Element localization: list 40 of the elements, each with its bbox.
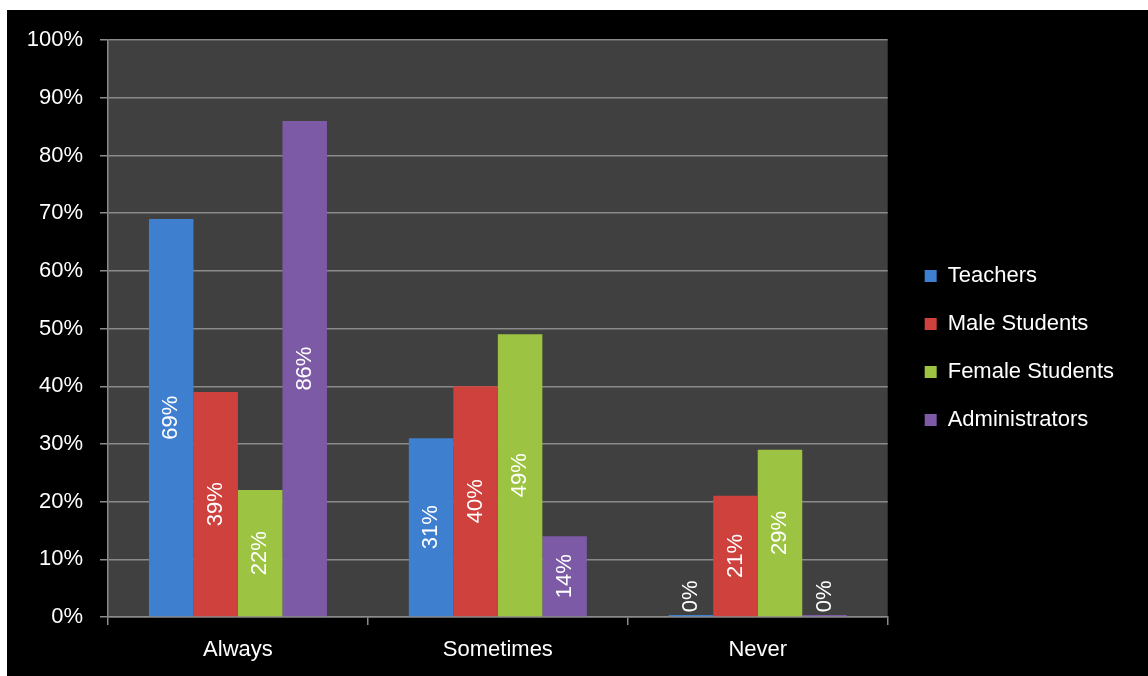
y-tick-label: 70% bbox=[38, 199, 83, 225]
data-label: 69% bbox=[157, 395, 183, 440]
y-tick-label: 20% bbox=[38, 487, 83, 513]
legend-label: Male Students bbox=[947, 310, 1089, 336]
legend-label: Administrators bbox=[947, 406, 1089, 432]
bar bbox=[237, 490, 283, 617]
bar bbox=[542, 536, 587, 617]
bar bbox=[193, 392, 238, 617]
data-label: 21% bbox=[721, 534, 747, 579]
bar bbox=[757, 449, 803, 617]
data-label: 86% bbox=[290, 346, 316, 391]
y-tick-label: 30% bbox=[38, 430, 83, 456]
data-label: 31% bbox=[417, 505, 443, 550]
data-label: 0% bbox=[810, 580, 836, 613]
x-tick-label: Sometimes bbox=[442, 636, 553, 662]
bar bbox=[408, 438, 454, 617]
x-tick-label: Always bbox=[203, 636, 273, 662]
y-tick-label: 100% bbox=[26, 26, 83, 52]
data-label: 49% bbox=[506, 453, 532, 498]
data-label: 29% bbox=[766, 510, 792, 556]
data-label: 0% bbox=[677, 580, 703, 613]
y-tick-label: 60% bbox=[38, 256, 83, 282]
y-tick-label: 90% bbox=[38, 83, 83, 109]
x-tick-label: Never bbox=[728, 636, 788, 662]
data-label: 14% bbox=[550, 554, 576, 599]
y-tick-label: 10% bbox=[38, 545, 83, 571]
y-tick-label: 0% bbox=[51, 603, 83, 629]
y-tick-label: 80% bbox=[38, 141, 83, 167]
legend-label: Teachers bbox=[947, 262, 1037, 288]
bar bbox=[497, 334, 543, 617]
bar bbox=[713, 495, 758, 617]
data-label: 39% bbox=[201, 482, 227, 527]
data-label: 40% bbox=[461, 479, 487, 524]
bar bbox=[453, 386, 498, 617]
bar bbox=[148, 219, 194, 617]
legend-label: Female Students bbox=[947, 358, 1114, 384]
y-tick-label: 50% bbox=[38, 314, 83, 340]
bar bbox=[282, 120, 327, 617]
y-tick-label: 40% bbox=[38, 372, 83, 398]
data-label: 22% bbox=[246, 531, 272, 576]
